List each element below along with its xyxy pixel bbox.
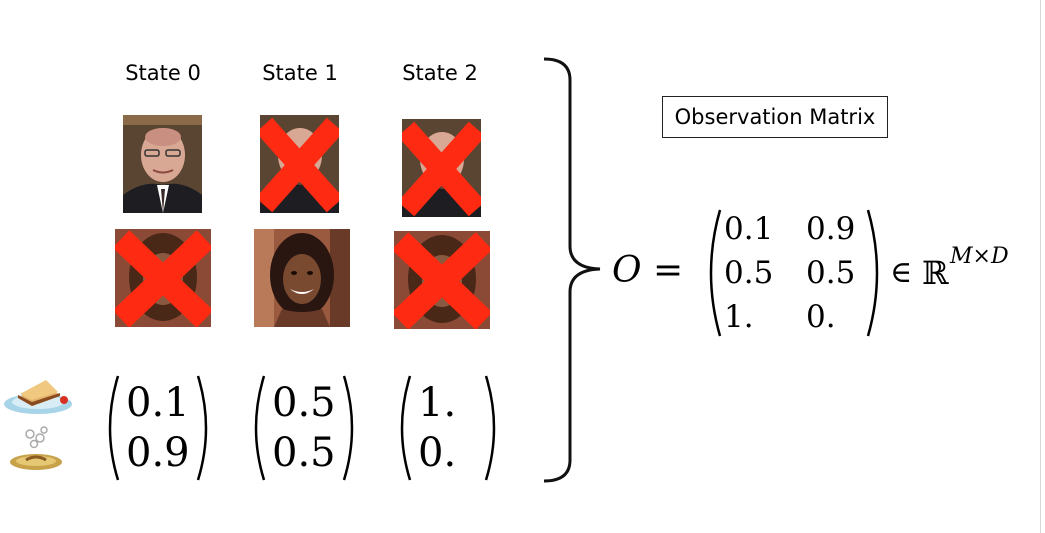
- woman-photo: [254, 229, 350, 327]
- matrix-cell: 1.: [724, 299, 754, 335]
- state-1-vector: 0.5 0.5: [246, 372, 362, 484]
- man-photo-crossed: [402, 119, 481, 217]
- cooked-food-plate-icon: [6, 426, 66, 472]
- state-1-title: State 1: [262, 61, 338, 85]
- state-2-title: State 2: [402, 61, 478, 85]
- left-paren: [400, 375, 412, 481]
- right-paren: [484, 375, 496, 481]
- vector-value: 0.1: [126, 380, 190, 426]
- dimension-superscript: M×D: [950, 244, 1009, 269]
- right-edge-line: [1040, 0, 1041, 533]
- vector-value: 0.9: [126, 430, 190, 476]
- man-photo-crossed: [260, 115, 339, 213]
- right-paren: [342, 375, 353, 481]
- vector-value: 0.: [418, 430, 457, 476]
- woman-photo-crossed: [115, 229, 211, 327]
- left-paren: [108, 375, 120, 481]
- matrix-cell: 0.5: [724, 255, 774, 291]
- matrix-cell: 0.1: [724, 211, 774, 247]
- right-paren: [196, 375, 207, 481]
- woman-photo-crossed: [394, 231, 490, 329]
- left-paren: [254, 375, 266, 481]
- real-numbers-symbol: ℝ: [922, 254, 949, 292]
- state-0-title: State 0: [125, 61, 201, 85]
- matrix-cell: 0.: [806, 299, 836, 335]
- vector-value: 1.: [418, 380, 457, 426]
- observation-matrix: 0.1 0.9 0.5 0.5 1. 0.: [700, 206, 888, 340]
- element-of-symbol: ∈: [890, 255, 913, 290]
- curly-brace: [540, 56, 610, 484]
- right-paren: [866, 209, 879, 337]
- matrix-grid: 0.1 0.9 0.5 0.5 1. 0.: [724, 207, 864, 339]
- observation-matrix-label: Observation Matrix: [662, 96, 888, 138]
- matrix-cell: 0.5: [806, 255, 856, 291]
- equation-lhs: O =: [612, 250, 684, 291]
- vector-value: 0.5: [272, 430, 336, 476]
- vector-value: 0.5: [272, 380, 336, 426]
- state-0-vector: 0.1 0.9: [100, 372, 216, 484]
- matrix-cell: 0.9: [806, 211, 856, 247]
- left-paren: [709, 209, 722, 337]
- man-photo: [123, 115, 202, 213]
- state-2-vector: 1. 0.: [392, 372, 504, 484]
- sandwich-plate-icon: [2, 376, 74, 416]
